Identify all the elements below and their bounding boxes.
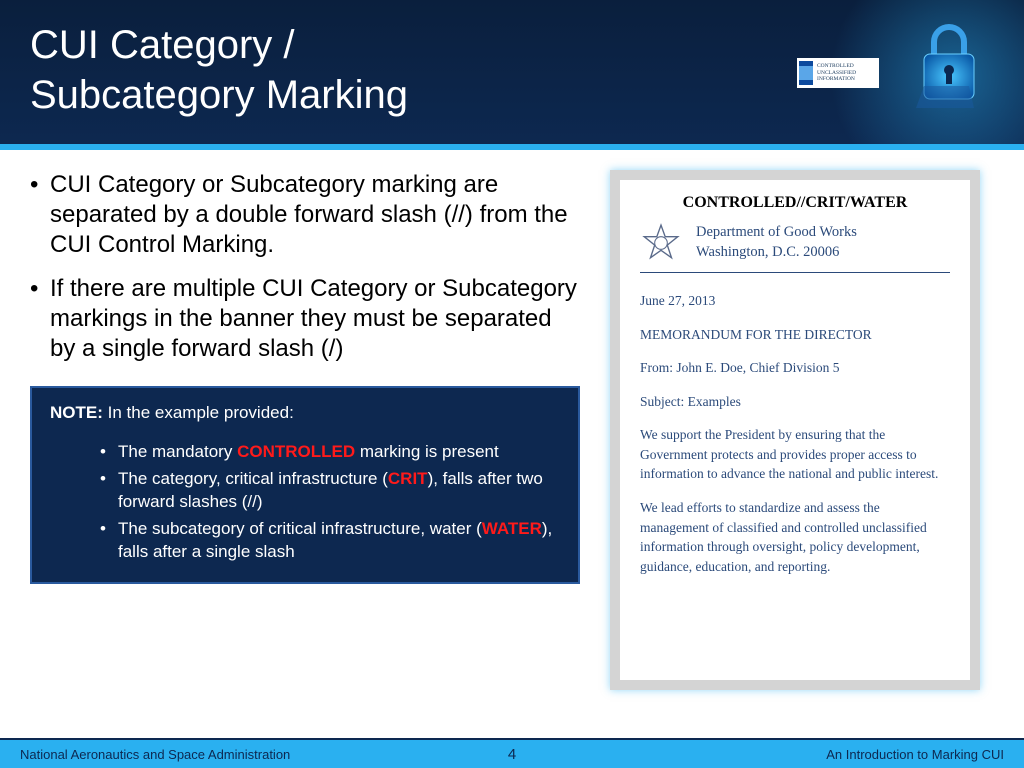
note-item-3: The subcategory of critical infrastructu… [100,518,560,564]
seal-icon [640,222,682,264]
footer-right: An Introduction to Marking CUI [826,747,1004,762]
doc-para-2: We lead efforts to standardize and asses… [640,498,950,576]
doc-body: June 27, 2013 MEMORANDUM FOR THE DIRECTO… [640,291,950,576]
slide-footer: National Aeronautics and Space Administr… [0,738,1024,768]
doc-subject: Subject: Examples [640,392,950,412]
doc-org: Department of Good Works Washington, D.C… [696,223,857,262]
footer-page-number: 4 [508,746,516,763]
note-label: NOTE: [50,403,103,422]
slide-content: CUI Category or Subcategory marking are … [0,150,1024,712]
keyword-water: WATER [482,519,542,538]
doc-org-line2: Washington, D.C. 20006 [696,243,857,263]
doc-org-line1: Department of Good Works [696,223,857,243]
header-graphic: CONTROLLED UNCLASSIFIED INFORMATION [794,0,1024,150]
bullet-1: CUI Category or Subcategory marking are … [30,170,580,260]
note-item-1: The mandatory CONTROLLED marking is pres… [100,441,560,464]
doc-para-1: We support the President by ensuring tha… [640,425,950,484]
note-intro: In the example provided: [108,403,294,422]
doc-from: From: John E. Doe, Chief Division 5 [640,358,950,378]
note-sublist: The mandatory CONTROLLED marking is pres… [50,441,560,564]
doc-date: June 27, 2013 [640,291,950,311]
lock-icon [914,18,984,113]
doc-banner: CONTROLLED//CRIT/WATER [640,194,950,212]
bullet-2: If there are multiple CUI Category or Su… [30,274,580,364]
slide-header: CUI Category / Subcategory Marking CONTR… [0,0,1024,150]
note-item-2: The category, critical infrastructure (C… [100,468,560,514]
main-bullets: CUI Category or Subcategory marking are … [30,170,580,364]
left-column: CUI Category or Subcategory marking are … [30,170,600,712]
title-line-2: Subcategory Marking [30,73,408,117]
keyword-crit: CRIT [388,469,428,488]
note-box: NOTE: In the example provided: The manda… [30,386,580,584]
keyword-controlled: CONTROLLED [237,442,355,461]
title-line-1: CUI Category / [30,23,295,67]
cui-badge-text: CONTROLLED UNCLASSIFIED INFORMATION [817,63,877,83]
right-column: CONTROLLED//CRIT/WATER Department of Goo… [600,170,980,712]
cui-badge: CONTROLLED UNCLASSIFIED INFORMATION [797,58,879,88]
example-document: CONTROLLED//CRIT/WATER Department of Goo… [610,170,980,690]
cui-badge-icon [799,61,813,85]
doc-memo-for: MEMORANDUM FOR THE DIRECTOR [640,325,950,345]
doc-letterhead: Department of Good Works Washington, D.C… [640,222,950,273]
footer-left: National Aeronautics and Space Administr… [20,747,290,762]
